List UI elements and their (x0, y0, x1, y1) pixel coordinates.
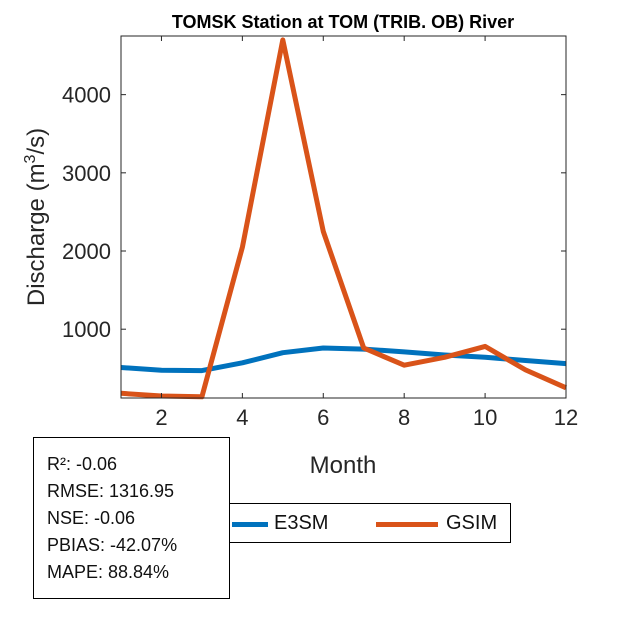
stat-mape: MAPE: 88.84% (47, 562, 170, 582)
y-tick-label: 2000 (62, 239, 111, 264)
y-tick-label: 1000 (62, 317, 111, 342)
chart-title: TOMSK Station at TOM (TRIB. OB) River (172, 12, 514, 32)
plot-area (121, 36, 566, 398)
plot-frame (120, 35, 567, 399)
y-axis-label-sup: 3 (22, 154, 39, 163)
legend-swatch-e3sm (232, 522, 268, 527)
series-line-e3sm (120, 345, 567, 374)
y-axis-label-tail: /s) (23, 128, 50, 155)
x-tick-label: 8 (398, 405, 410, 430)
stats-box: R²: -0.06 RMSE: 1316.95 NSE: -0.06 PBIAS… (33, 437, 230, 599)
x-tick-label: 6 (317, 405, 329, 430)
stat-r2: R²: -0.06 (47, 454, 118, 474)
x-axis-label: Month (310, 452, 377, 479)
legend-swatch-gsim (376, 522, 438, 527)
x-tick-label: 10 (473, 405, 497, 430)
stat-rmse: RMSE: 1316.95 (47, 481, 175, 501)
legend-label-gsim: GSIM (446, 512, 498, 534)
y-tick-label: 4000 (62, 83, 111, 108)
x-tick-label: 2 (155, 405, 167, 430)
y-axis-label: Discharge (m3/s) (22, 128, 50, 306)
stat-pbias: PBIAS: -42.07% (47, 535, 178, 555)
y-tick-label: 3000 (62, 161, 111, 186)
legend: E3SM GSIM (230, 503, 511, 543)
y-axis-label-main: Discharge (m (23, 163, 50, 306)
stat-nse: NSE: -0.06 (47, 508, 136, 528)
legend-label-e3sm: E3SM (274, 512, 329, 534)
x-tick-label: 12 (554, 405, 578, 430)
series-line-gsim (120, 37, 568, 400)
x-tick-label: 4 (236, 405, 248, 430)
series-layer (120, 37, 568, 400)
tick-layer: 2 4 6 8 10 12 1000 2000 3000 4000 (62, 36, 578, 430)
